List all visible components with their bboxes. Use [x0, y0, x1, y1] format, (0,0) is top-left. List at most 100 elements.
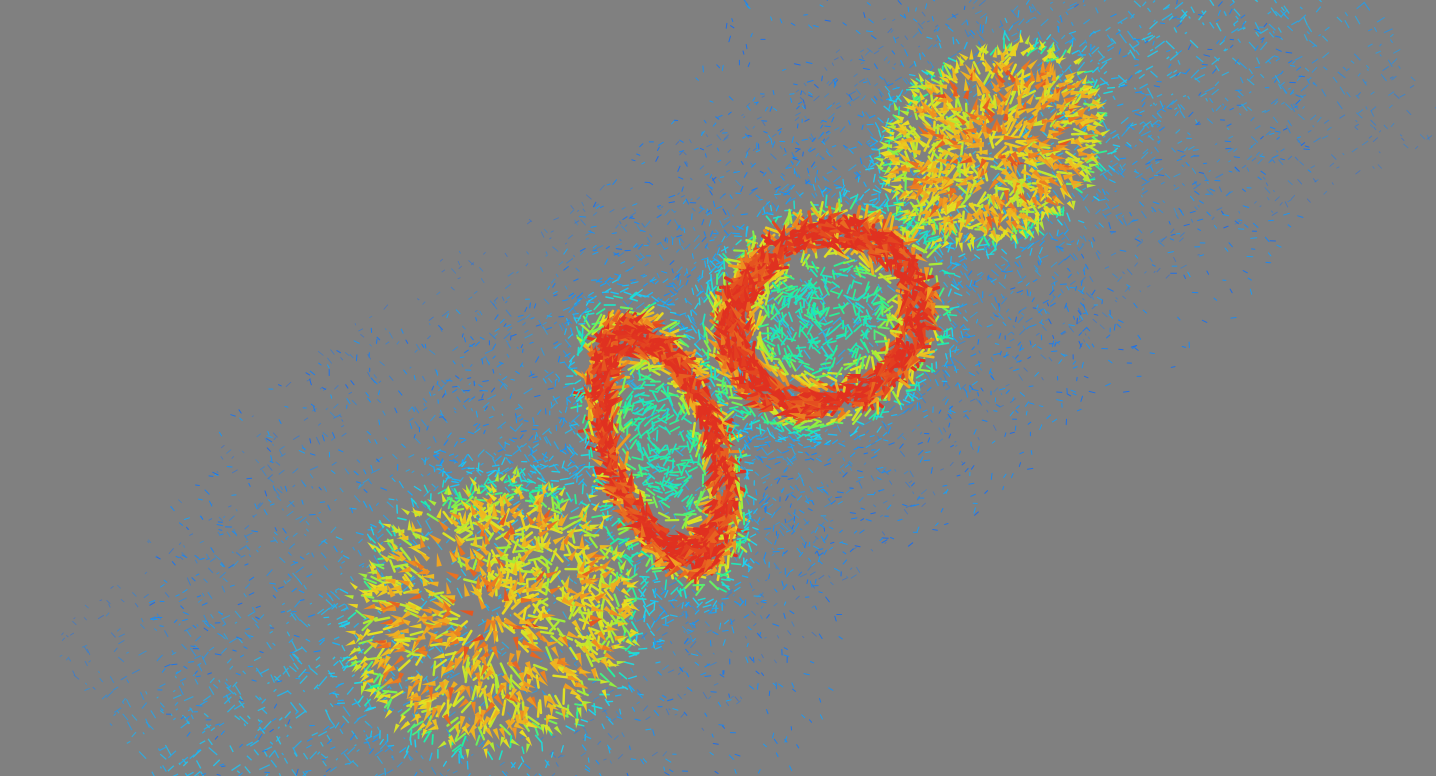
halo-vector [491, 406, 495, 411]
halo-vector [1310, 165, 1316, 169]
halo-vector [369, 315, 373, 319]
halo-vector [154, 555, 158, 558]
halo-vector [553, 601, 557, 605]
halo-vector [1147, 35, 1156, 42]
field-vector-lower-left [718, 724, 725, 726]
field-vector-lower-left [370, 464, 374, 472]
halo-vector [864, 420, 872, 425]
halo-vector [1011, 240, 1016, 245]
field-vector-lower-left [333, 545, 338, 553]
halo-vector [832, 102, 836, 105]
halo-vector [1154, 40, 1166, 50]
halo-vector [1238, 102, 1248, 108]
halo-vector [1102, 120, 1109, 132]
halo-vector [339, 728, 344, 735]
field-vector-lower-left [664, 771, 670, 776]
halo-vector [609, 760, 612, 764]
field-vector-lower-left [363, 741, 370, 744]
halo-vector [822, 332, 828, 342]
halo-vector [837, 349, 846, 358]
halo-vector [366, 563, 371, 569]
halo-vector [700, 284, 706, 295]
halo-vector [1264, 109, 1270, 114]
field-vector-lower-left [661, 694, 667, 699]
field-vector-lower-left [380, 487, 388, 491]
field-vector-lower-left [180, 605, 184, 610]
halo-vector [1370, 109, 1375, 117]
halo-vector [1113, 146, 1117, 149]
halo-vector [815, 152, 820, 157]
halo-vector [1353, 53, 1361, 61]
halo-vector [279, 445, 285, 451]
halo-vector [295, 516, 303, 521]
halo-vector [105, 690, 114, 698]
halo-vector [391, 754, 395, 761]
halo-vector [977, 293, 984, 303]
halo-vector [689, 177, 693, 181]
field-vector-lower-left [446, 313, 449, 319]
halo-vector [717, 243, 723, 247]
field-vector-center-small [760, 456, 767, 459]
halo-vector [317, 751, 321, 755]
halo-vector [1139, 121, 1145, 125]
halo-vector [178, 597, 187, 603]
halo-vector [376, 726, 380, 731]
halo-vector [1197, 253, 1200, 256]
field-vector-lower-left [555, 373, 560, 379]
halo-vector [1237, 95, 1241, 99]
halo-vector [963, 272, 970, 281]
halo-vector [775, 566, 778, 570]
halo-vector [1028, 114, 1036, 121]
halo-vector [1268, 31, 1275, 38]
field-vector-lower-left [269, 728, 274, 733]
halo-vector [1314, 179, 1319, 183]
halo-vector [437, 384, 443, 391]
halo-vector [900, 43, 904, 48]
field-vector-lower-left [570, 423, 579, 427]
halo-vector [651, 751, 658, 757]
halo-vector [1247, 155, 1253, 161]
halo-vector [942, 369, 949, 376]
halo-vector [547, 557, 552, 562]
halo-vector [511, 470, 518, 478]
field-vector-lower-left [574, 494, 577, 505]
halo-vector [698, 208, 704, 214]
field-vector-lower-left [240, 654, 245, 658]
field-vector-lower-left [772, 497, 777, 501]
halo-vector [835, 356, 844, 366]
halo-vector [779, 525, 785, 531]
halo-vector [1181, 164, 1185, 168]
halo-vector [468, 260, 475, 266]
halo-vector [351, 673, 356, 678]
halo-vector [1300, 84, 1309, 92]
halo-vector [276, 495, 282, 502]
field-vector-lower-left [321, 434, 325, 442]
halo-vector [567, 234, 574, 240]
field-vector-lower-left [215, 723, 220, 726]
halo-vector [1216, 207, 1223, 211]
field-vector-lower-left [639, 575, 650, 578]
halo-vector [838, 471, 842, 474]
halo-vector [1134, 144, 1137, 148]
halo-vector [478, 732, 483, 739]
halo-vector [1307, 129, 1312, 133]
halo-vector [197, 662, 202, 666]
halo-vector [212, 759, 221, 767]
halo-vector [1076, 271, 1080, 275]
halo-vector [790, 326, 795, 332]
halo-vector [288, 543, 296, 550]
halo-vector [621, 206, 626, 210]
halo-vector [1165, 40, 1175, 50]
halo-vector [820, 521, 825, 526]
halo-vector [66, 656, 70, 661]
halo-vector [1382, 65, 1390, 72]
halo-vector [226, 449, 232, 454]
halo-vector [865, 142, 871, 148]
halo-vector [570, 414, 581, 423]
halo-vector [340, 357, 344, 361]
halo-vector [779, 571, 782, 574]
halo-vector [651, 616, 655, 622]
halo-vector [674, 321, 683, 330]
field-vector-lower-left [409, 422, 413, 430]
